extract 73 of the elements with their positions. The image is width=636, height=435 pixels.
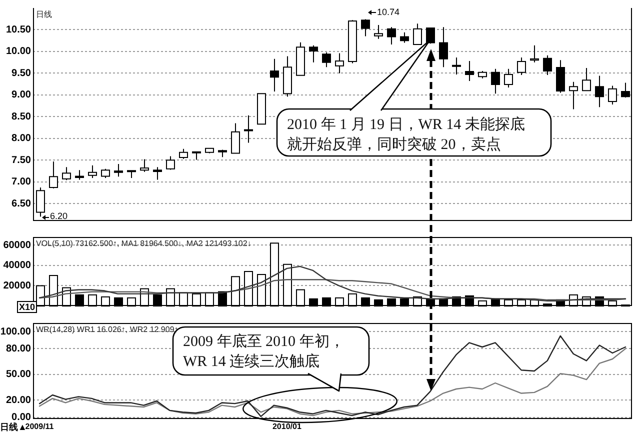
candlestick <box>543 54 552 76</box>
y-tick-label: 20000 <box>3 280 32 292</box>
y-tick-label: 8.50 <box>12 111 32 122</box>
candlestick <box>166 156 175 170</box>
candlestick <box>621 82 630 98</box>
y-tick-label: 60000 <box>3 240 32 251</box>
candlestick <box>387 26 396 46</box>
candlestick <box>595 75 604 108</box>
candlestick <box>205 147 214 154</box>
y-tick-label: 9.00 <box>12 90 32 101</box>
candlestick <box>335 52 344 74</box>
candlestick <box>49 160 58 189</box>
candlestick <box>179 148 188 160</box>
candlestick <box>140 158 149 172</box>
y-tick-label: 9.50 <box>12 68 32 79</box>
y-tick-label: 50.00 <box>6 369 32 380</box>
candlestick <box>530 44 539 63</box>
candlestick <box>231 122 240 154</box>
chart-title: 日线 <box>36 10 52 20</box>
candlestick <box>582 67 591 92</box>
candlestick <box>101 168 110 178</box>
candlestick <box>569 81 578 110</box>
candlestick <box>608 85 617 105</box>
x-tick-label: 2009/11 <box>25 422 54 432</box>
candlestick <box>426 27 435 44</box>
annotation: 6.20 <box>50 211 68 222</box>
annotation: 10.74 <box>377 7 400 18</box>
y-tick-label: 40000 <box>3 260 32 272</box>
y-tick-label: 6.50 <box>12 198 32 210</box>
y-tick-label: 20.00 <box>6 394 32 406</box>
text: 日线▲ <box>0 422 27 432</box>
candlestick <box>283 56 292 98</box>
candlestick <box>348 20 357 64</box>
candlestick <box>192 150 201 160</box>
y-tick-label: 100.00 <box>0 326 32 338</box>
candlestick <box>296 42 305 76</box>
candlestick <box>361 18 370 37</box>
candlestick <box>517 57 526 76</box>
candlestick <box>374 24 383 40</box>
candlestick <box>114 164 123 178</box>
candlestick <box>478 70 487 79</box>
candlestick <box>257 93 266 125</box>
chart-title: WR(14,28) WR1 16.026↑, WR2 12.909↑ <box>36 325 178 334</box>
candlestick <box>153 166 162 180</box>
candlestick <box>75 170 84 180</box>
candlestick <box>556 60 565 94</box>
annotation: 2009 年底至 2010 年初，WR 14 连续三次触底 <box>183 332 345 372</box>
candlestick <box>491 68 500 94</box>
candlestick <box>439 26 448 68</box>
candlestick <box>270 58 279 92</box>
chart-title: VOL(5,10) 73162.500↑, MA1 81964.500↓, MA2 121493.102↓ <box>36 239 252 248</box>
candlestick <box>465 60 474 82</box>
candlestick <box>413 23 422 46</box>
y-tick-label: 8.00 <box>12 133 32 144</box>
y-tick-label: 80.00 <box>6 343 32 354</box>
annotation: 2010 年 1 月 19 日，WR 14 未能探底就开始反弹，同时突破 20，卖点 <box>287 115 526 155</box>
candlestick <box>88 164 97 178</box>
candlestick <box>400 32 409 44</box>
candlestick <box>309 44 318 63</box>
y-tick-label: 10.50 <box>6 24 32 36</box>
candlestick <box>452 57 461 76</box>
y-tick-label: 0.00 <box>12 412 32 424</box>
candlestick <box>244 114 253 144</box>
candlestick <box>322 52 331 68</box>
y-tick-label: 7.50 <box>12 154 32 166</box>
y-tick-label: 7.00 <box>12 176 32 188</box>
x-tick-label: 2010/01 <box>272 422 302 432</box>
y-tick-label: 10.00 <box>6 46 32 58</box>
candlestick <box>218 149 227 158</box>
annotation: X10 <box>17 301 38 314</box>
candlestick <box>127 170 136 178</box>
candlestick <box>62 166 71 181</box>
candlestick <box>504 68 513 88</box>
